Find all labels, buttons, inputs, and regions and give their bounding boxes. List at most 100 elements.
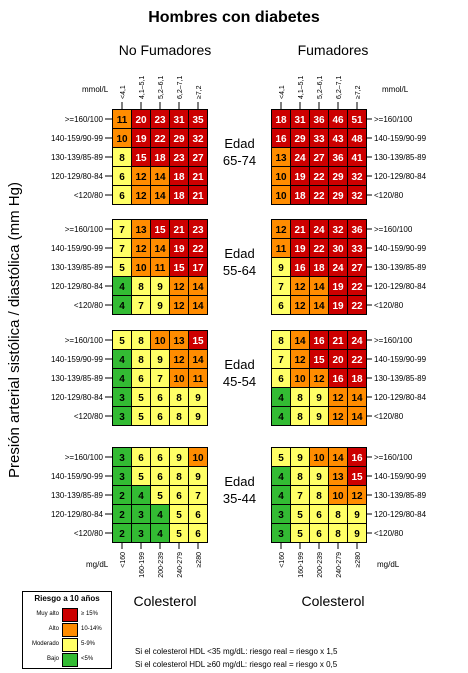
risk-value: 8 xyxy=(297,393,303,404)
risk-value: 8 xyxy=(138,336,144,347)
risk-value: 12 xyxy=(173,282,185,293)
risk-value: 41 xyxy=(351,153,363,164)
risk-cell xyxy=(170,110,188,128)
risk-cell xyxy=(272,505,290,523)
age-title: Edad xyxy=(224,246,254,261)
risk-value: 8 xyxy=(335,529,341,540)
risk-cell xyxy=(272,167,290,185)
risk-cell xyxy=(329,220,347,238)
risk-value: 5 xyxy=(297,510,303,521)
risk-cell xyxy=(132,407,150,425)
risk-cell xyxy=(310,388,328,406)
risk-value: 18 xyxy=(294,191,306,202)
risk-value: 6 xyxy=(316,529,322,540)
risk-value: 21 xyxy=(332,336,344,347)
risk-cell xyxy=(132,350,150,368)
bp-label: 140-159/90-99 xyxy=(374,134,427,143)
risk-value: 5 xyxy=(138,412,144,423)
bp-label: 130-139/85-89 xyxy=(51,374,104,383)
risk-value: 12 xyxy=(294,282,306,293)
risk-cell xyxy=(151,407,169,425)
risk-value: 14 xyxy=(192,301,204,312)
risk-cell xyxy=(170,167,188,185)
chol-mg-label: <160 xyxy=(120,552,127,568)
risk-value: 6 xyxy=(195,510,201,521)
risk-cell xyxy=(310,220,328,238)
risk-cell xyxy=(132,331,150,349)
risk-value: 4 xyxy=(138,491,144,502)
risk-value: 8 xyxy=(278,336,284,347)
risk-value: 6 xyxy=(138,374,144,385)
legend-item-very-high: Muy alto ≥ 15% xyxy=(23,608,111,622)
bp-label: 120-129/80-84 xyxy=(374,393,427,402)
risk-value: 10 xyxy=(116,134,128,145)
risk-cell xyxy=(291,448,309,466)
risk-value: 8 xyxy=(297,412,303,423)
risk-value: 16 xyxy=(275,134,287,145)
risk-value: 4 xyxy=(278,491,284,502)
risk-cell xyxy=(189,129,207,147)
risk-cell xyxy=(272,277,290,295)
risk-value: 5 xyxy=(278,453,284,464)
risk-cell xyxy=(113,239,131,257)
risk-cell xyxy=(113,258,131,276)
unit-bottom-right: mg/dL xyxy=(377,560,400,569)
risk-value: 19 xyxy=(135,134,147,145)
risk-cell xyxy=(132,486,150,504)
risk-value: 15 xyxy=(351,472,363,483)
legend: Riesgo a 10 años Muy alto ≥ 15% Alto 10-… xyxy=(22,591,112,669)
legend-item-low: Bajo <5% xyxy=(23,653,111,667)
bp-label: 130-139/85-89 xyxy=(374,374,427,383)
risk-value: 8 xyxy=(176,472,182,483)
risk-cell xyxy=(189,388,207,406)
risk-cell xyxy=(329,388,347,406)
risk-cell xyxy=(170,486,188,504)
risk-value: 19 xyxy=(294,244,306,255)
risk-value: 10 xyxy=(192,453,204,464)
risk-value: 21 xyxy=(173,225,185,236)
risk-value: 6 xyxy=(157,393,163,404)
risk-value: 16 xyxy=(313,336,325,347)
risk-value: 9 xyxy=(297,453,303,464)
risk-cell xyxy=(151,331,169,349)
bp-label: >=160/100 xyxy=(65,225,104,234)
legend-item-range: 5-9% xyxy=(81,641,96,647)
risk-value: 14 xyxy=(192,282,204,293)
risk-value: 14 xyxy=(332,453,344,464)
risk-value: 6 xyxy=(119,172,125,183)
risk-value: 10 xyxy=(332,491,344,502)
risk-cell xyxy=(113,186,131,204)
bp-label: 120-129/80-84 xyxy=(51,172,104,181)
bp-label: 130-139/85-89 xyxy=(51,153,104,162)
bp-label: 140-159/90-99 xyxy=(51,355,104,364)
risk-cell xyxy=(291,220,309,238)
risk-value: 3 xyxy=(278,529,284,540)
risk-value: 8 xyxy=(335,510,341,521)
risk-value: 15 xyxy=(173,263,185,274)
bp-label: 140-159/90-99 xyxy=(51,244,104,253)
risk-cell xyxy=(170,186,188,204)
risk-cell xyxy=(170,369,188,387)
chol-mmol-label: 5,2–6,1 xyxy=(317,76,324,99)
risk-cell xyxy=(348,277,366,295)
risk-cell xyxy=(329,296,347,314)
risk-value: 9 xyxy=(278,263,284,274)
risk-value: 7 xyxy=(138,301,144,312)
risk-value: 12 xyxy=(135,244,147,255)
risk-cell xyxy=(132,129,150,147)
risk-cell xyxy=(113,350,131,368)
risk-cell xyxy=(329,277,347,295)
risk-value: 27 xyxy=(192,153,204,164)
bp-label: 140-159/90-99 xyxy=(374,244,427,253)
risk-value: 6 xyxy=(119,191,125,202)
risk-value: 18 xyxy=(173,172,185,183)
risk-cell xyxy=(310,239,328,257)
risk-value: 18 xyxy=(173,191,185,202)
risk-cell xyxy=(132,167,150,185)
risk-cell xyxy=(132,110,150,128)
group-label-non-smokers: No Fumadores xyxy=(118,42,212,58)
bp-label: 140-159/90-99 xyxy=(51,134,104,143)
risk-value: 22 xyxy=(313,244,325,255)
risk-value: 3 xyxy=(119,412,125,423)
